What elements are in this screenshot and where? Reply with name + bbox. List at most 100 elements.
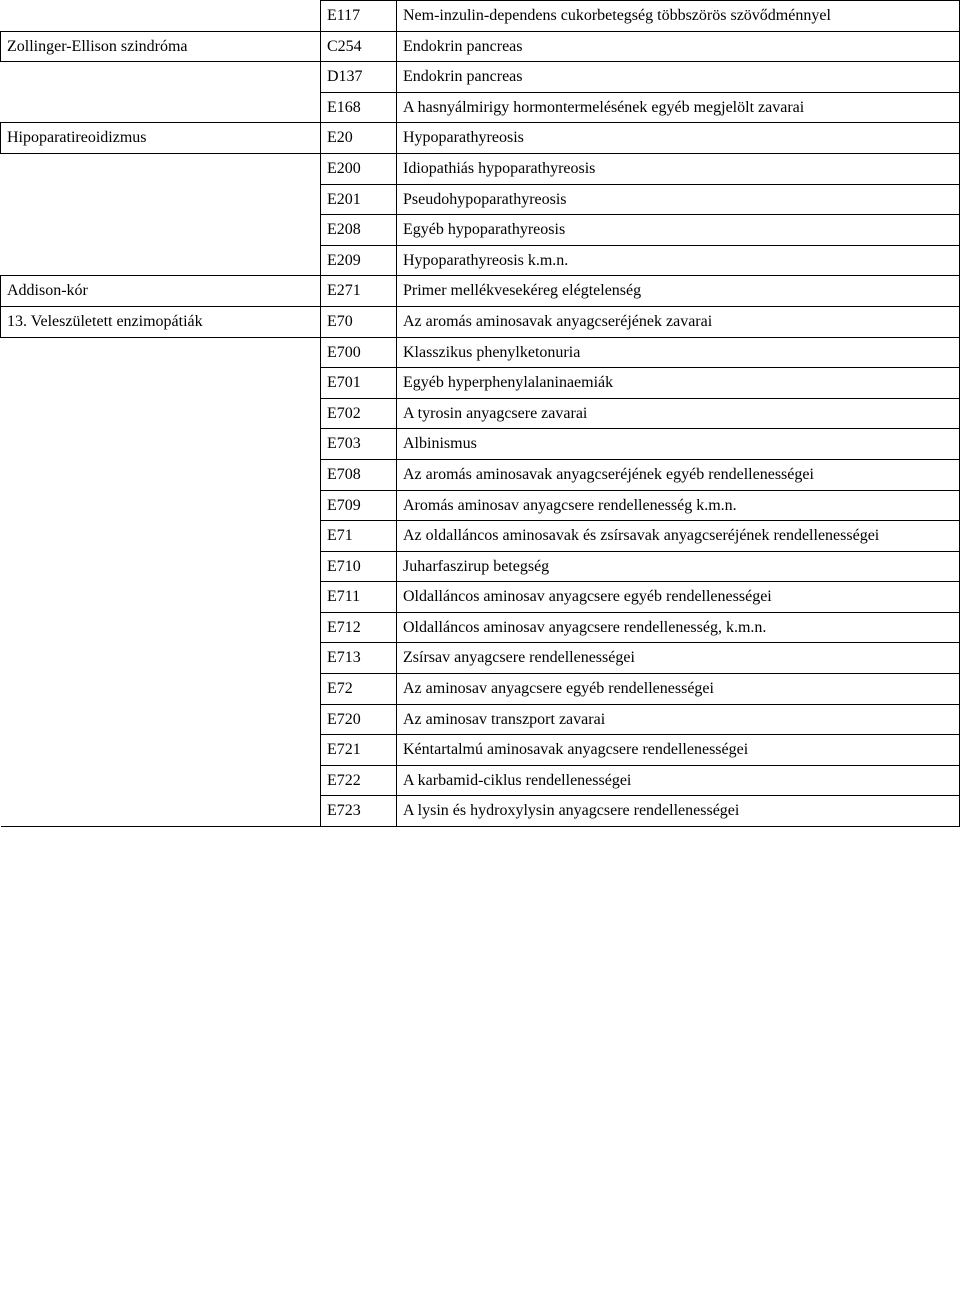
description-cell: Aromás aminosav anyagcsere rendellenessé… xyxy=(397,490,960,521)
code-cell: E713 xyxy=(321,643,397,674)
table-row: E723A lysin és hydroxylysin anyagcsere r… xyxy=(1,796,960,827)
description-cell: Zsírsav anyagcsere rendellenességei xyxy=(397,643,960,674)
code-cell: E72 xyxy=(321,674,397,705)
code-cell: E271 xyxy=(321,276,397,307)
table-row: E703Albinismus xyxy=(1,429,960,460)
table-row: E168A hasnyálmirigy hormontermelésének e… xyxy=(1,92,960,123)
code-cell: E209 xyxy=(321,245,397,276)
table-row: E700Klasszikus phenylketonuria xyxy=(1,337,960,368)
code-cell: E70 xyxy=(321,306,397,337)
table-row: E71Az oldalláncos aminosavak és zsírsava… xyxy=(1,521,960,552)
code-cell: E20 xyxy=(321,123,397,154)
category-cell xyxy=(1,643,321,674)
description-cell: Oldalláncos aminosav anyagcsere egyéb re… xyxy=(397,582,960,613)
code-cell: E700 xyxy=(321,337,397,368)
category-cell: 13. Veleszületett enzimopátiák xyxy=(1,306,321,337)
description-cell: Endokrin pancreas xyxy=(397,31,960,62)
code-cell: D137 xyxy=(321,62,397,93)
category-cell xyxy=(1,490,321,521)
code-cell: E71 xyxy=(321,521,397,552)
code-cell: E722 xyxy=(321,765,397,796)
category-cell xyxy=(1,184,321,215)
table-row: E208Egyéb hypoparathyreosis xyxy=(1,215,960,246)
category-cell xyxy=(1,429,321,460)
description-cell: Nem-inzulin-dependens cukorbetegség több… xyxy=(397,1,960,32)
category-cell xyxy=(1,704,321,735)
description-cell: Oldalláncos aminosav anyagcsere rendelle… xyxy=(397,612,960,643)
code-cell: E723 xyxy=(321,796,397,827)
description-cell: Az aminosav anyagcsere egyéb rendellenes… xyxy=(397,674,960,705)
table-row: E209Hypoparathyreosis k.m.n. xyxy=(1,245,960,276)
category-cell xyxy=(1,551,321,582)
table-row: E711Oldalláncos aminosav anyagcsere egyé… xyxy=(1,582,960,613)
description-cell: Pseudohypoparathyreosis xyxy=(397,184,960,215)
code-cell: E709 xyxy=(321,490,397,521)
description-cell: Klasszikus phenylketonuria xyxy=(397,337,960,368)
description-cell: Az aminosav transzport zavarai xyxy=(397,704,960,735)
description-cell: Albinismus xyxy=(397,429,960,460)
table-body: E117Nem-inzulin-dependens cukorbetegség … xyxy=(1,1,960,827)
description-cell: Hypoparathyreosis k.m.n. xyxy=(397,245,960,276)
description-cell: Kéntartalmú aminosavak anyagcsere rendel… xyxy=(397,735,960,766)
description-cell: A karbamid-ciklus rendellenességei xyxy=(397,765,960,796)
table-row: HipoparatireoidizmusE20Hypoparathyreosis xyxy=(1,123,960,154)
category-cell: Zollinger-Ellison szindróma xyxy=(1,31,321,62)
description-cell: Hypoparathyreosis xyxy=(397,123,960,154)
table-row: E712Oldalláncos aminosav anyagcsere rend… xyxy=(1,612,960,643)
category-cell: Hipoparatireoidizmus xyxy=(1,123,321,154)
description-cell: Az aromás aminosavak anyagcseréjének egy… xyxy=(397,459,960,490)
table-row: D137Endokrin pancreas xyxy=(1,62,960,93)
table-row: E721Kéntartalmú aminosavak anyagcsere re… xyxy=(1,735,960,766)
category-cell xyxy=(1,245,321,276)
description-cell: Endokrin pancreas xyxy=(397,62,960,93)
category-cell xyxy=(1,62,321,93)
code-cell: C254 xyxy=(321,31,397,62)
category-cell: Addison-kór xyxy=(1,276,321,307)
table-row: E201Pseudohypoparathyreosis xyxy=(1,184,960,215)
description-cell: Primer mellékvesekéreg elégtelenség xyxy=(397,276,960,307)
category-cell xyxy=(1,153,321,184)
category-cell xyxy=(1,674,321,705)
code-cell: E711 xyxy=(321,582,397,613)
description-cell: Juharfaszirup betegség xyxy=(397,551,960,582)
table-row: E709Aromás aminosav anyagcsere rendellen… xyxy=(1,490,960,521)
code-cell: E721 xyxy=(321,735,397,766)
category-cell xyxy=(1,796,321,827)
category-cell xyxy=(1,459,321,490)
description-cell: A hasnyálmirigy hormontermelésének egyéb… xyxy=(397,92,960,123)
code-cell: E200 xyxy=(321,153,397,184)
category-cell xyxy=(1,582,321,613)
medical-code-table: E117Nem-inzulin-dependens cukorbetegség … xyxy=(0,0,960,827)
table-row: E710Juharfaszirup betegség xyxy=(1,551,960,582)
table-row: E117Nem-inzulin-dependens cukorbetegség … xyxy=(1,1,960,32)
table-row: E702A tyrosin anyagcsere zavarai xyxy=(1,398,960,429)
code-cell: E168 xyxy=(321,92,397,123)
table-row: E72Az aminosav anyagcsere egyéb rendelle… xyxy=(1,674,960,705)
table-row: E720Az aminosav transzport zavarai xyxy=(1,704,960,735)
table-row: Zollinger-Ellison szindrómaC254Endokrin … xyxy=(1,31,960,62)
code-cell: E201 xyxy=(321,184,397,215)
category-cell xyxy=(1,398,321,429)
category-cell xyxy=(1,1,321,32)
table-row: E200Idiopathiás hypoparathyreosis xyxy=(1,153,960,184)
code-cell: E710 xyxy=(321,551,397,582)
category-cell xyxy=(1,612,321,643)
table-row: E713Zsírsav anyagcsere rendellenességei xyxy=(1,643,960,674)
table-row: E701Egyéb hyperphenylalaninaemiák xyxy=(1,368,960,399)
category-cell xyxy=(1,337,321,368)
code-cell: E208 xyxy=(321,215,397,246)
category-cell xyxy=(1,215,321,246)
code-cell: E703 xyxy=(321,429,397,460)
table-row: E708Az aromás aminosavak anyagcseréjének… xyxy=(1,459,960,490)
category-cell xyxy=(1,368,321,399)
description-cell: A tyrosin anyagcsere zavarai xyxy=(397,398,960,429)
code-cell: E702 xyxy=(321,398,397,429)
code-cell: E720 xyxy=(321,704,397,735)
category-cell xyxy=(1,735,321,766)
description-cell: Egyéb hypoparathyreosis xyxy=(397,215,960,246)
description-cell: Egyéb hyperphenylalaninaemiák xyxy=(397,368,960,399)
description-cell: Az aromás aminosavak anyagcseréjének zav… xyxy=(397,306,960,337)
category-cell xyxy=(1,92,321,123)
code-cell: E117 xyxy=(321,1,397,32)
description-cell: Idiopathiás hypoparathyreosis xyxy=(397,153,960,184)
